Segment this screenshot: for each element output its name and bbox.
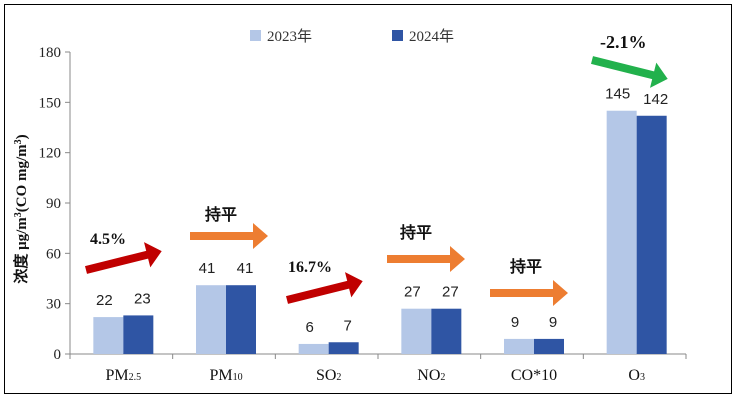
y-tick-label: 30 — [46, 297, 61, 313]
y-tick-label: 90 — [46, 196, 61, 212]
bar-2024年-5 — [636, 115, 667, 354]
x-tick-label: PM10 — [209, 367, 242, 384]
bars — [93, 110, 667, 354]
y-tick-label: 60 — [46, 246, 61, 262]
trend-arrow-down — [591, 56, 668, 88]
bar-2023年-1 — [196, 285, 226, 354]
annotation-label: -2.1% — [600, 32, 647, 52]
x-tick-label: O3 — [628, 367, 645, 384]
bar-2023年-3 — [401, 308, 432, 354]
x-tick-label: PM2.5 — [106, 367, 142, 384]
data-label: 9 — [511, 314, 519, 331]
annotation-label: 持平 — [205, 205, 237, 224]
data-label: 41 — [237, 260, 254, 277]
bar-2023年-5 — [606, 110, 637, 354]
bar-2023年-0 — [93, 317, 124, 354]
data-label: 27 — [442, 284, 459, 301]
trend-arrow-up — [85, 242, 162, 274]
x-tick-label: SO2 — [316, 367, 341, 384]
axes: 0 30 60 90 120 150 180 PM2.5 PM10 SO2 NO2 CO*10 O3 浓度… — [12, 45, 687, 384]
bar-2024年-1 — [226, 285, 256, 354]
data-label: 145 — [605, 86, 630, 103]
y-tick-label: 150 — [39, 95, 62, 111]
x-tick-label: CO*10 — [511, 367, 557, 384]
data-label: 23 — [134, 290, 151, 307]
bar-2024年-2 — [328, 342, 359, 354]
data-label: 22 — [96, 292, 113, 309]
annotation-label: 持平 — [400, 223, 432, 242]
data-label: 41 — [199, 260, 216, 277]
trend-arrow-up — [286, 272, 363, 304]
legend: 2023年 2024年 — [250, 28, 454, 45]
bar-2023年-2 — [298, 343, 329, 354]
y-axis-label: 浓度 μg/m3(CO mg/m3) — [12, 134, 30, 283]
bar-2024年-3 — [431, 308, 462, 354]
y-tick-label: 0 — [54, 347, 62, 363]
bar-2024年-0 — [123, 315, 154, 354]
data-label: 7 — [343, 317, 351, 334]
y-tick-label: 120 — [39, 146, 62, 162]
data-label: 142 — [643, 91, 668, 108]
legend-label: 2024年 — [409, 28, 454, 45]
bar-2024年-4 — [534, 338, 564, 354]
trend-arrow-flat — [490, 280, 568, 306]
legend-swatch — [392, 30, 403, 41]
data-label: 27 — [404, 284, 421, 301]
annotation-label: 持平 — [510, 257, 542, 276]
trend-arrow-flat — [190, 223, 268, 249]
data-labels: 22 41 6 27 9 145 23 41 7 27 9 142 — [96, 86, 668, 336]
data-label: 6 — [305, 319, 313, 336]
trend-arrow-flat — [387, 246, 465, 272]
legend-label: 2023年 — [267, 28, 312, 45]
bar-2023年-4 — [504, 338, 534, 354]
x-tick-label: NO2 — [417, 367, 445, 384]
data-label: 9 — [549, 314, 557, 331]
legend-swatch — [250, 30, 261, 41]
y-tick-label: 180 — [39, 45, 62, 61]
annotation-label: 16.7% — [288, 259, 332, 276]
annotation-label: 4.5% — [90, 231, 126, 248]
